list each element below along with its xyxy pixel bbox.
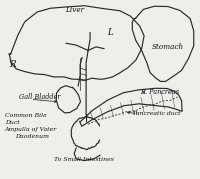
- Text: To Small Intestines: To Small Intestines: [54, 157, 114, 162]
- Text: Gall Bladder: Gall Bladder: [19, 93, 60, 101]
- Text: Duodenum: Duodenum: [15, 134, 48, 139]
- Text: Stomach: Stomach: [151, 43, 184, 51]
- Text: R. Pancreas: R. Pancreas: [140, 88, 179, 96]
- Text: Pancreatic duct: Pancreatic duct: [132, 111, 180, 116]
- Text: R: R: [9, 60, 16, 69]
- Text: L: L: [107, 28, 113, 37]
- Text: Common Bile: Common Bile: [5, 113, 46, 118]
- Text: Duct: Duct: [5, 120, 19, 125]
- Text: Liver: Liver: [65, 6, 84, 14]
- Text: Ampulla of Vater: Ampulla of Vater: [5, 127, 57, 132]
